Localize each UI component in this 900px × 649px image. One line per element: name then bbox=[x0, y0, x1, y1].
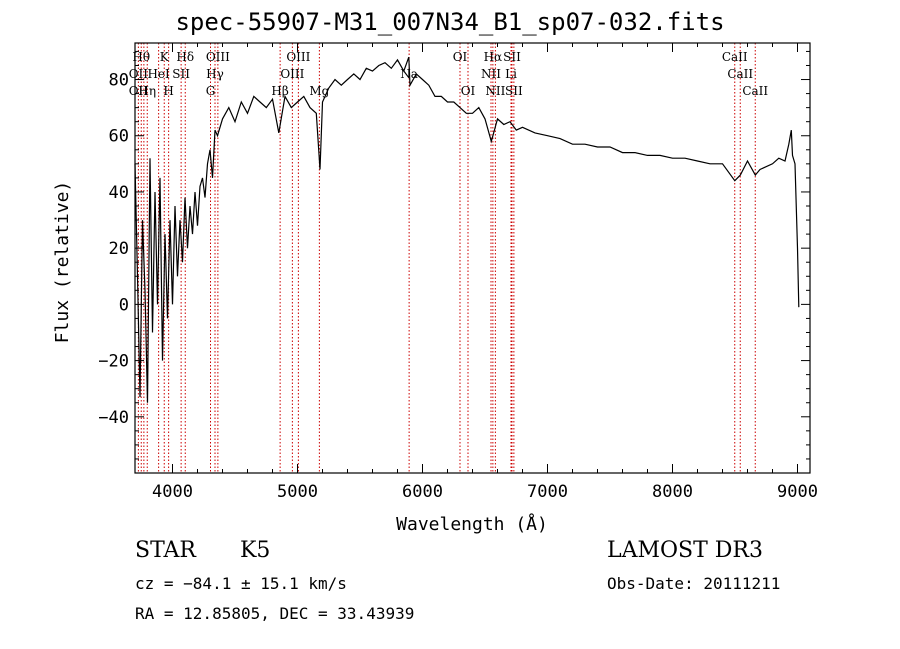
line-label-Mg: Mg bbox=[309, 84, 329, 98]
line-label-CaII: CaII bbox=[722, 50, 748, 64]
line-label-SII: SII bbox=[505, 84, 523, 98]
y-tick-label: 40 bbox=[109, 183, 129, 203]
x-tick-label: 4000 bbox=[152, 482, 193, 502]
ticks: 4000 5000 6000 7000 8000 9000 −40 −20 0 20 40 60 80 bbox=[98, 43, 818, 502]
line-label-NII: NII bbox=[481, 67, 501, 81]
line-label-OIII: OIII bbox=[206, 50, 230, 64]
line-label-OIII: OIII bbox=[280, 67, 304, 81]
line-label-Hθ: Hθ bbox=[132, 50, 150, 64]
object-subclass: K5 bbox=[240, 538, 271, 563]
line-label-K: K bbox=[160, 50, 170, 64]
plot-frame bbox=[134, 42, 811, 474]
x-axis-label: Wavelength (Å) bbox=[396, 513, 548, 535]
line-label-OI: OI bbox=[461, 84, 476, 98]
line-label-Li: Li bbox=[505, 67, 517, 81]
y-tick-label: −20 bbox=[98, 352, 129, 372]
line-label-H: H bbox=[163, 84, 173, 98]
line-label-NII: NII bbox=[485, 84, 505, 98]
line-label-G: G bbox=[206, 84, 216, 98]
y-tick-label: 0 bbox=[119, 295, 129, 315]
line-label-Hγ: Hγ bbox=[206, 67, 224, 81]
y-tick-label: −40 bbox=[98, 408, 129, 428]
x-tick-label: 8000 bbox=[652, 482, 693, 502]
line-label-OI: OI bbox=[453, 50, 468, 64]
line-label-Hβ: Hβ bbox=[271, 84, 288, 98]
line-label-Hα: Hα bbox=[484, 50, 503, 64]
line-label-Hη: Hη bbox=[138, 84, 156, 98]
x-tick-label: 5000 bbox=[277, 482, 318, 502]
x-tick-label: 6000 bbox=[402, 482, 443, 502]
line-label-OIII: OIII bbox=[286, 50, 310, 64]
spectral-line-markers bbox=[137, 43, 756, 473]
y-tick-label: 80 bbox=[109, 71, 129, 91]
x-tick-label: 9000 bbox=[777, 482, 818, 502]
y-axis-label: Flux (relative) bbox=[52, 181, 73, 344]
object-class: STAR bbox=[135, 538, 196, 563]
obs-date: Obs-Date: 20111211 bbox=[607, 574, 781, 593]
line-label-OII: OII bbox=[129, 84, 149, 98]
line-label-SII: SII bbox=[503, 50, 521, 64]
redshift-cz: cz = −84.1 ± 15.1 km/s bbox=[135, 574, 347, 593]
line-label-SII: SII bbox=[172, 67, 190, 81]
line-label-CaII: CaII bbox=[727, 67, 753, 81]
line-label-OII: OII bbox=[129, 67, 149, 81]
x-tick-label: 7000 bbox=[527, 482, 568, 502]
survey-name: LAMOST DR3 bbox=[607, 538, 763, 563]
chart-title: spec-55907-M31_007N34_B1_sp07-032.fits bbox=[175, 8, 725, 36]
y-tick-label: 20 bbox=[109, 239, 129, 259]
line-label-HeI: HeI bbox=[147, 67, 170, 81]
line-label-CaII: CaII bbox=[742, 84, 768, 98]
coordinates: RA = 12.85805, DEC = 33.43939 bbox=[135, 604, 415, 623]
y-tick-label: 60 bbox=[109, 127, 129, 147]
axes bbox=[134, 42, 811, 474]
spectrum-line bbox=[134, 56, 800, 403]
line-label-Hδ: Hδ bbox=[176, 50, 194, 64]
